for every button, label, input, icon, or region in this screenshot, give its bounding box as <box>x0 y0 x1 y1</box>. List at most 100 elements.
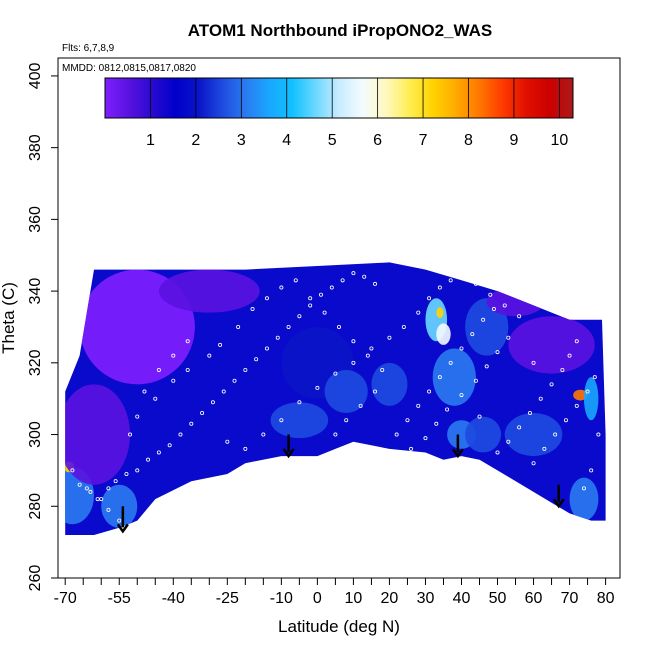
sample-point <box>88 489 93 494</box>
heat-cell <box>158 269 260 313</box>
y-axis: 260 280 300 320 340 360 380 400 <box>27 62 58 591</box>
sample-point <box>171 353 176 358</box>
sample-point <box>153 396 158 401</box>
sample-point <box>243 367 248 372</box>
sample-point <box>574 403 579 408</box>
sample-point <box>293 278 298 283</box>
x-tick-label: -25 <box>216 590 239 607</box>
sample-point <box>185 339 190 344</box>
sample-point <box>369 346 374 351</box>
sample-point <box>387 335 392 340</box>
sample-point <box>318 292 323 297</box>
colorbar-tick-label: 6 <box>373 132 382 149</box>
sample-point <box>156 367 161 372</box>
sample-point <box>333 432 338 437</box>
sample-point <box>445 407 450 412</box>
sample-point <box>567 353 572 358</box>
colorbar-tick-label: 5 <box>328 132 337 149</box>
sample-point <box>308 303 313 308</box>
sample-point <box>210 400 215 405</box>
heat-cell <box>465 416 502 453</box>
heat-cell <box>101 484 138 528</box>
flight-arrow-head <box>451 448 464 459</box>
sample-point <box>297 400 302 405</box>
flights-subtitle: Flts: 6,7,8,9 <box>62 43 115 54</box>
chart-title: ATOM1 Northbound iPropONO2_WAS <box>188 21 492 40</box>
sample-point <box>409 446 414 451</box>
sample-point <box>297 314 302 319</box>
sample-point <box>592 375 597 380</box>
sample-point <box>373 281 378 286</box>
sample-point <box>264 346 269 351</box>
x-tick-label: 30 <box>417 590 435 607</box>
sample-point <box>124 471 129 476</box>
x-tick-label: 20 <box>381 590 399 607</box>
flight-arrow-head <box>116 523 129 534</box>
sample-point <box>171 378 176 383</box>
x-tick-label: 0 <box>313 590 322 607</box>
sample-point <box>517 425 522 430</box>
sample-point <box>156 450 161 455</box>
y-tick-label: 300 <box>27 421 44 448</box>
sample-point <box>77 482 82 487</box>
sample-point <box>286 324 291 329</box>
sample-point <box>117 518 122 523</box>
sample-point <box>207 353 212 358</box>
sample-point <box>279 418 284 423</box>
colorbar-tick-label: 3 <box>237 132 246 149</box>
sample-point <box>394 432 399 437</box>
sample-point <box>333 371 338 376</box>
x-tick-label: 60 <box>525 590 543 607</box>
heat-cell <box>65 384 131 485</box>
colorbar: 1 2 3 4 5 6 7 8 9 10 <box>104 77 574 149</box>
sample-point <box>135 414 140 419</box>
y-tick-label: 320 <box>27 349 44 376</box>
colorbar-tick-label: 8 <box>464 132 473 149</box>
sample-point <box>437 375 442 380</box>
x-axis: -70 -55 -40 -25 -10 0 10 20 30 40 50 60 70 80 <box>54 577 615 607</box>
sample-point <box>336 324 341 329</box>
sample-point <box>427 389 432 394</box>
sample-point <box>254 357 259 362</box>
sample-point <box>585 389 590 394</box>
sample-point <box>553 432 558 437</box>
sample-point <box>351 271 356 276</box>
sample-point <box>589 468 594 473</box>
sample-point <box>581 486 586 491</box>
sample-point <box>506 439 511 444</box>
sample-point <box>477 414 482 419</box>
sample-point <box>344 418 349 423</box>
x-tick-label: -10 <box>270 590 293 607</box>
colorbar-gradient <box>104 77 574 119</box>
sample-point <box>448 278 453 283</box>
sample-point <box>470 332 475 337</box>
x-tick-label: -70 <box>54 590 77 607</box>
sample-point <box>506 335 511 340</box>
sample-point <box>502 303 507 308</box>
sample-point <box>185 367 190 372</box>
x-tick-label: 40 <box>453 590 471 607</box>
y-tick-label: 340 <box>27 278 44 305</box>
sample-point <box>261 432 266 437</box>
sample-point <box>135 468 140 473</box>
sample-point <box>481 317 486 322</box>
sample-point <box>99 497 104 502</box>
x-tick-label: 10 <box>345 590 363 607</box>
sample-point <box>329 285 334 290</box>
sample-point <box>308 296 313 301</box>
sample-point <box>495 350 500 355</box>
y-tick-label: 400 <box>27 62 44 89</box>
heat-cell <box>432 348 476 406</box>
sample-point <box>538 396 543 401</box>
sample-point <box>574 339 579 344</box>
sample-point <box>542 446 547 451</box>
sample-point <box>218 342 223 347</box>
x-tick-label: 80 <box>597 590 615 607</box>
sample-point <box>142 389 147 394</box>
sample-point <box>315 385 320 390</box>
sample-point <box>225 439 230 444</box>
y-axis-label: Theta (C) <box>0 282 18 354</box>
sample-point <box>232 378 237 383</box>
sample-point <box>448 360 453 365</box>
sample-point <box>495 450 500 455</box>
